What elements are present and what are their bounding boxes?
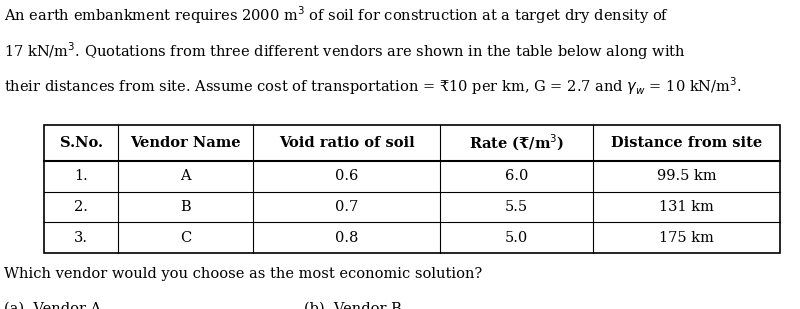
Text: 0.6: 0.6 <box>335 169 358 183</box>
Text: B: B <box>180 200 191 214</box>
Text: 1.: 1. <box>74 169 88 183</box>
Text: 6.0: 6.0 <box>505 169 528 183</box>
Text: A: A <box>180 169 191 183</box>
Text: 99.5 km: 99.5 km <box>657 169 716 183</box>
Text: 0.8: 0.8 <box>335 231 358 245</box>
Text: Vendor Name: Vendor Name <box>130 136 241 150</box>
Text: 17 kN/m$^3$. Quotations from three different vendors are shown in the table belo: 17 kN/m$^3$. Quotations from three diffe… <box>4 40 686 62</box>
Text: 2.: 2. <box>74 200 88 214</box>
Text: Distance from site: Distance from site <box>610 136 762 150</box>
Text: Which vendor would you choose as the most economic solution?: Which vendor would you choose as the mos… <box>4 267 482 281</box>
Text: Void ratio of soil: Void ratio of soil <box>278 136 414 150</box>
Text: 5.5: 5.5 <box>505 200 528 214</box>
Text: An earth embankment requires 2000 m$^3$ of soil for construction at a target dry: An earth embankment requires 2000 m$^3$ … <box>4 5 669 26</box>
Text: 3.: 3. <box>74 231 88 245</box>
Text: 0.7: 0.7 <box>335 200 358 214</box>
Text: 131 km: 131 km <box>659 200 714 214</box>
Text: S.No.: S.No. <box>59 136 102 150</box>
Text: 5.0: 5.0 <box>505 231 528 245</box>
Text: (b)  Vendor B: (b) Vendor B <box>304 301 402 309</box>
Text: their distances from site. Assume cost of transportation = ₹10 per km, G = 2.7 a: their distances from site. Assume cost o… <box>4 76 742 97</box>
Text: C: C <box>180 231 191 245</box>
Text: 175 km: 175 km <box>659 231 714 245</box>
Text: (a)  Vendor A: (a) Vendor A <box>4 301 102 309</box>
Text: Rate (₹/m$^3$): Rate (₹/m$^3$) <box>469 133 564 153</box>
